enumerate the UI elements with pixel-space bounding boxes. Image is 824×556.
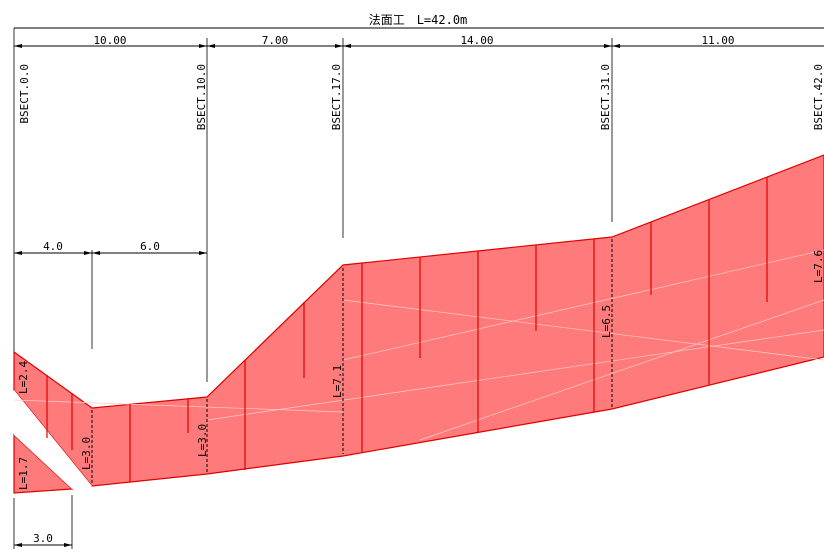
- length-label-5: L=7.1: [331, 365, 344, 398]
- sub-dimension-arrows: [14, 251, 207, 255]
- length-label-6: L=6.5: [600, 305, 613, 338]
- length-label-7: L=7.6: [812, 250, 824, 283]
- slope-face-main: [13, 154, 824, 487]
- length-label-1: L=2.4: [17, 361, 30, 394]
- bottom-dim-arrow-left: [14, 543, 22, 547]
- station-label-0: BSECT.0.0: [18, 64, 31, 124]
- station-label-10: BSECT.10.0: [195, 64, 208, 130]
- station-label-31: BSECT.31.0: [599, 64, 612, 130]
- sub-dim-1: 4.0: [43, 240, 63, 253]
- anchor-bars: [46, 177, 768, 482]
- length-label-3: L=3.0: [80, 437, 93, 470]
- segment-dim-1: 10.00: [93, 34, 126, 47]
- length-label-4: L=3.0: [196, 424, 209, 457]
- length-label-2: L=1.7: [17, 457, 30, 490]
- slope-face-hatching: [13, 249, 824, 441]
- sub-dim-2: 6.0: [140, 240, 160, 253]
- drawing-title: 法面工 L=42.0m: [369, 13, 468, 27]
- bottom-dim-label: 3.0: [33, 532, 53, 545]
- station-label-42: BSECT.42.0: [812, 64, 824, 130]
- station-label-17: BSECT.17.0: [330, 64, 343, 130]
- slope-gap: [14, 390, 92, 489]
- bottom-dim-arrow-right: [64, 543, 72, 547]
- segment-dim-4: 11.00: [701, 34, 734, 47]
- segment-dim-2: 7.00: [262, 34, 289, 47]
- segment-arrows: [14, 44, 620, 48]
- segment-dim-3: 14.00: [460, 34, 493, 47]
